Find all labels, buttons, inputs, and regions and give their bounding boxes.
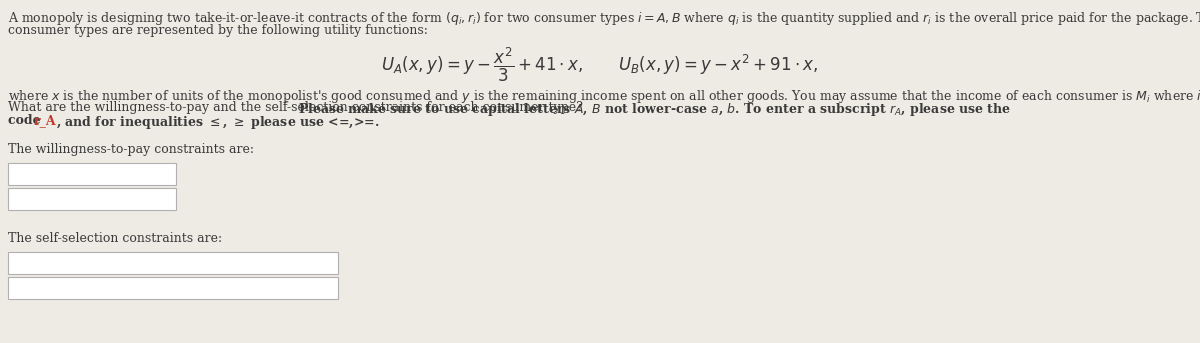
FancyBboxPatch shape — [8, 277, 338, 299]
Text: A monopoly is designing two take-it-or-leave-it contracts of the form $(q_i, r_i: A monopoly is designing two take-it-or-l… — [8, 10, 1200, 27]
Text: r_A: r_A — [34, 114, 56, 127]
Text: $U_A(x, y) = y - \dfrac{x^2}{3} + 41 \cdot x, \qquad U_B(x, y) = y - x^2 + 91 \c: $U_A(x, y) = y - \dfrac{x^2}{3} + 41 \cd… — [382, 46, 818, 84]
Text: consumer types are represented by the following utility functions:: consumer types are represented by the fo… — [8, 24, 428, 37]
Text: The self-selection constraints are:: The self-selection constraints are: — [8, 232, 222, 245]
Text: where $x$ is the number of units of the monopolist's good consumed and $y$ is th: where $x$ is the number of units of the … — [8, 88, 1200, 105]
Text: code: code — [8, 114, 46, 127]
Text: , and for inequalities $\leq$, $\geq$ please use <=,>=.: , and for inequalities $\leq$, $\geq$ pl… — [56, 114, 379, 131]
Text: The willingness-to-pay constraints are:: The willingness-to-pay constraints are: — [8, 143, 254, 156]
Text: What are the willingness-to-pay and the self-selection constraints for each cons: What are the willingness-to-pay and the … — [8, 101, 587, 114]
Text: Please make sure to use capital letters $A$, $B$ not lower-case $a$, $b$. To ent: Please make sure to use capital letters … — [298, 101, 1012, 118]
FancyBboxPatch shape — [8, 163, 176, 185]
FancyBboxPatch shape — [8, 252, 338, 274]
FancyBboxPatch shape — [8, 188, 176, 210]
